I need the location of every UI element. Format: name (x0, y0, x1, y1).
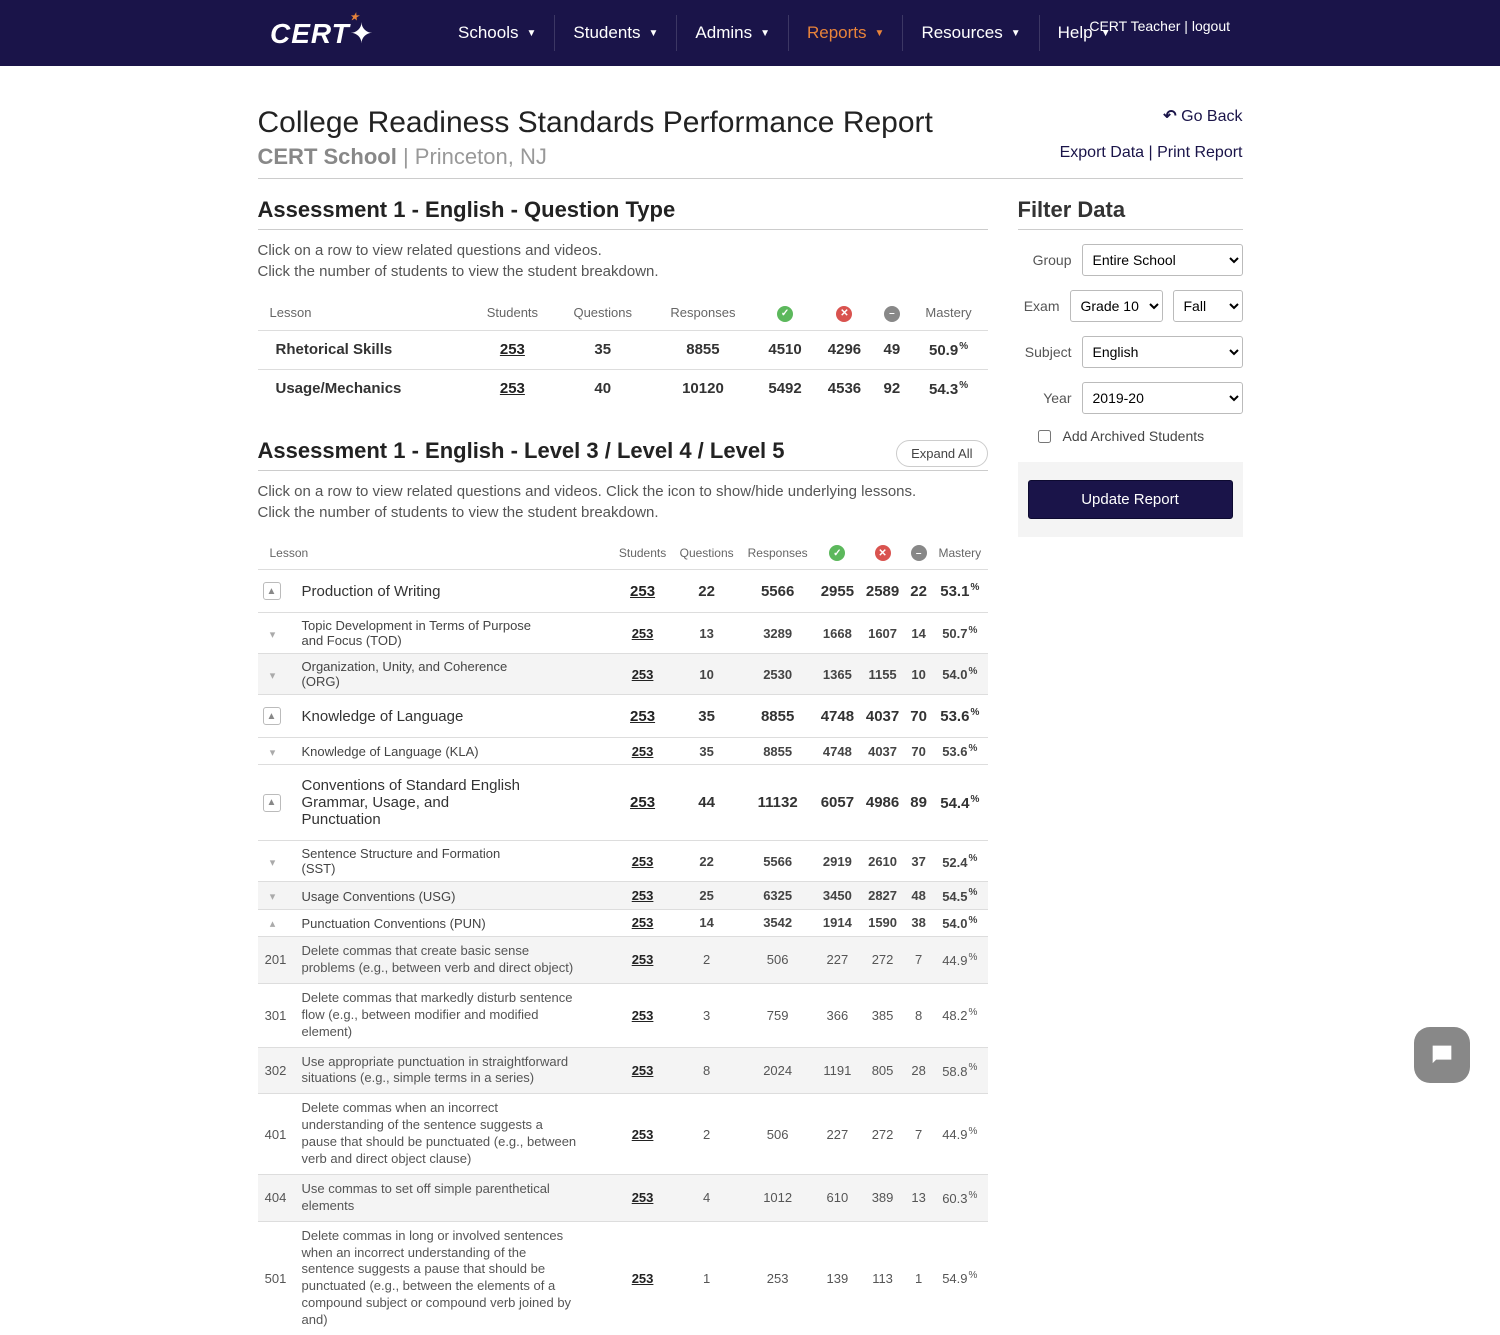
section1-hint: Click on a row to view related questions… (258, 240, 988, 282)
table-row[interactable]: ▴Punctuation Conventions (PUN)2531435421… (258, 909, 988, 936)
chat-icon[interactable] (1414, 1027, 1470, 1083)
students-link[interactable]: 253 (500, 341, 525, 358)
question-type-table: LessonStudentsQuestionsResponses✓✕–Maste… (258, 296, 988, 408)
students-link[interactable]: 253 (632, 1127, 654, 1142)
school-location: Princeton, NJ (415, 144, 547, 169)
students-link[interactable]: 253 (632, 744, 654, 759)
students-link[interactable]: 253 (632, 1063, 654, 1078)
students-link[interactable]: 253 (630, 708, 655, 725)
exam-label: Exam (1018, 298, 1060, 314)
logo: CERT★✦ (270, 17, 374, 50)
filter-title: Filter Data (1018, 197, 1243, 223)
students-link[interactable]: 253 (630, 583, 655, 600)
students-link[interactable]: 253 (632, 1271, 654, 1286)
section1-title: Assessment 1 - English - Question Type (258, 197, 988, 223)
students-link[interactable]: 253 (632, 854, 654, 869)
table-row[interactable]: 404Use commas to set off simple parenthe… (258, 1174, 988, 1221)
students-link[interactable]: 253 (632, 915, 654, 930)
table-row[interactable]: ▾Organization, Unity, and Coherence (ORG… (258, 654, 988, 695)
standards-table: LessonStudentsQuestionsResponses✓✕–Maste… (258, 537, 988, 1335)
export-data-link[interactable]: Export Data (1060, 144, 1144, 161)
expand-icon[interactable]: ▲ (263, 582, 281, 600)
user-label: CERT Teacher (1089, 18, 1180, 34)
nav-item-students[interactable]: Students▼ (554, 15, 676, 51)
section2-hint: Click on a row to view related questions… (258, 481, 988, 523)
exam-grade-select[interactable]: Grade 10 (1070, 290, 1163, 322)
table-row[interactable]: 301Delete commas that markedly disturb s… (258, 983, 988, 1047)
students-link[interactable]: 253 (632, 1008, 654, 1023)
table-row[interactable]: ▲Knowledge of Language253358855474840377… (258, 695, 988, 738)
subtitle: CERT School | Princeton, NJ (258, 144, 933, 170)
subject-select[interactable]: English (1082, 336, 1243, 368)
chevron-up-icon[interactable]: ▴ (264, 917, 282, 930)
section2-title: Assessment 1 - English - Level 3 / Level… (258, 438, 785, 464)
chevron-down-icon[interactable]: ▾ (264, 746, 282, 759)
table-row[interactable]: 201Delete commas that create basic sense… (258, 937, 988, 984)
students-link[interactable]: 253 (632, 952, 654, 967)
archive-checkbox[interactable] (1038, 430, 1051, 443)
page-title: College Readiness Standards Performance … (258, 106, 933, 140)
students-link[interactable]: 253 (500, 380, 525, 397)
expand-all-button[interactable]: Expand All (896, 440, 987, 467)
students-link[interactable]: 253 (632, 626, 654, 641)
school-name: CERT School (258, 144, 397, 169)
table-row[interactable]: 302Use appropriate punctuation in straig… (258, 1047, 988, 1094)
students-link[interactable]: 253 (632, 667, 654, 682)
nav-item-reports[interactable]: Reports▼ (788, 15, 902, 51)
exam-term-select[interactable]: Fall (1173, 290, 1243, 322)
nav-item-schools[interactable]: Schools▼ (440, 15, 554, 51)
chevron-down-icon[interactable]: ▾ (264, 669, 282, 682)
top-nav: CERT★✦ Schools▼Students▼Admins▼Reports▼R… (0, 0, 1500, 66)
table-row[interactable]: ▲Production of Writing253225566295525892… (258, 570, 988, 613)
table-row[interactable]: ▾Knowledge of Language (KLA)253358855474… (258, 738, 988, 765)
year-label: Year (1018, 390, 1072, 406)
go-back-link[interactable]: Go Back (1060, 106, 1243, 126)
chevron-down-icon[interactable]: ▾ (264, 856, 282, 869)
user-bar: CERT Teacher | logout (1089, 18, 1230, 34)
filter-panel: Filter Data Group Entire School Exam Gra… (1018, 197, 1243, 1335)
students-link[interactable]: 253 (632, 1190, 654, 1205)
expand-icon[interactable]: ▲ (263, 794, 281, 812)
table-row[interactable]: ▾Usage Conventions (USG)2532563253450282… (258, 882, 988, 909)
students-link[interactable]: 253 (630, 794, 655, 811)
table-row[interactable]: Usage/Mechanics2534010120549245369254.3 (258, 369, 988, 408)
archive-label: Add Archived Students (1063, 428, 1205, 444)
nav-item-resources[interactable]: Resources▼ (902, 15, 1038, 51)
year-select[interactable]: 2019-20 (1082, 382, 1243, 414)
table-row[interactable]: ▲Conventions of Standard English Grammar… (258, 765, 988, 841)
table-row[interactable]: ▾Sentence Structure and Formation (SST)2… (258, 841, 988, 882)
table-row[interactable]: 501Delete commas in long or involved sen… (258, 1221, 988, 1335)
chevron-down-icon[interactable]: ▾ (264, 628, 282, 641)
group-label: Group (1018, 252, 1072, 268)
nav-item-admins[interactable]: Admins▼ (676, 15, 788, 51)
table-row[interactable]: Rhetorical Skills253358855451042964950.9 (258, 330, 988, 369)
update-report-button[interactable]: Update Report (1028, 480, 1233, 519)
table-row[interactable]: 401Delete commas when an incorrect under… (258, 1094, 988, 1175)
print-report-link[interactable]: Print Report (1157, 144, 1242, 161)
students-link[interactable]: 253 (632, 888, 654, 903)
chevron-down-icon[interactable]: ▾ (264, 890, 282, 903)
logout-link[interactable]: logout (1192, 18, 1230, 34)
expand-icon[interactable]: ▲ (263, 707, 281, 725)
subject-label: Subject (1018, 344, 1072, 360)
group-select[interactable]: Entire School (1082, 244, 1243, 276)
table-row[interactable]: ▾Topic Development in Terms of Purpose a… (258, 613, 988, 654)
